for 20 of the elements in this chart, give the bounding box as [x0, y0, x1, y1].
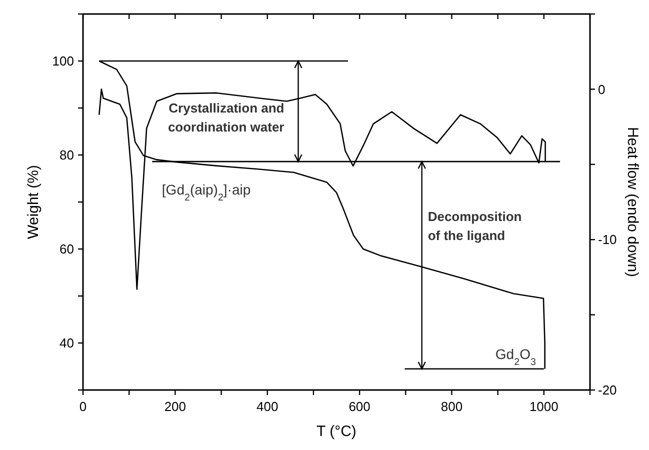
y-tick-label: 80 — [60, 148, 74, 163]
annotation: [Gd$_{2}$(aip)$_{2}$]·aip — [162, 182, 251, 204]
x-axis-title: T (°C) — [316, 423, 356, 440]
y-axis-title: Weight (%) — [25, 165, 42, 239]
x-tick-label: 400 — [256, 399, 278, 414]
y-tick-label: 100 — [52, 54, 74, 69]
y2-axis-title: Heat flow (endo down) — [624, 126, 641, 278]
x-tick-label: 200 — [164, 399, 186, 414]
annotation: Crystallization and coordination water — [168, 100, 284, 135]
y2-tick-label: -20 — [598, 382, 617, 398]
x-tick-label: 1000 — [529, 399, 558, 414]
annotation: Gd$_{2}$O$_{3}$ — [495, 346, 536, 368]
annotation: Decomposition of the ligand — [428, 209, 522, 244]
x-tick-label: 0 — [79, 399, 87, 414]
x-tick-label: 800 — [440, 399, 463, 414]
y-tick-label: 40 — [60, 336, 74, 351]
y2-tick-label: 0 — [598, 82, 606, 97]
y-tick-label: 60 — [60, 242, 74, 257]
x-tick-label: 600 — [348, 399, 370, 414]
y2-tick-label: -10 — [598, 232, 617, 248]
